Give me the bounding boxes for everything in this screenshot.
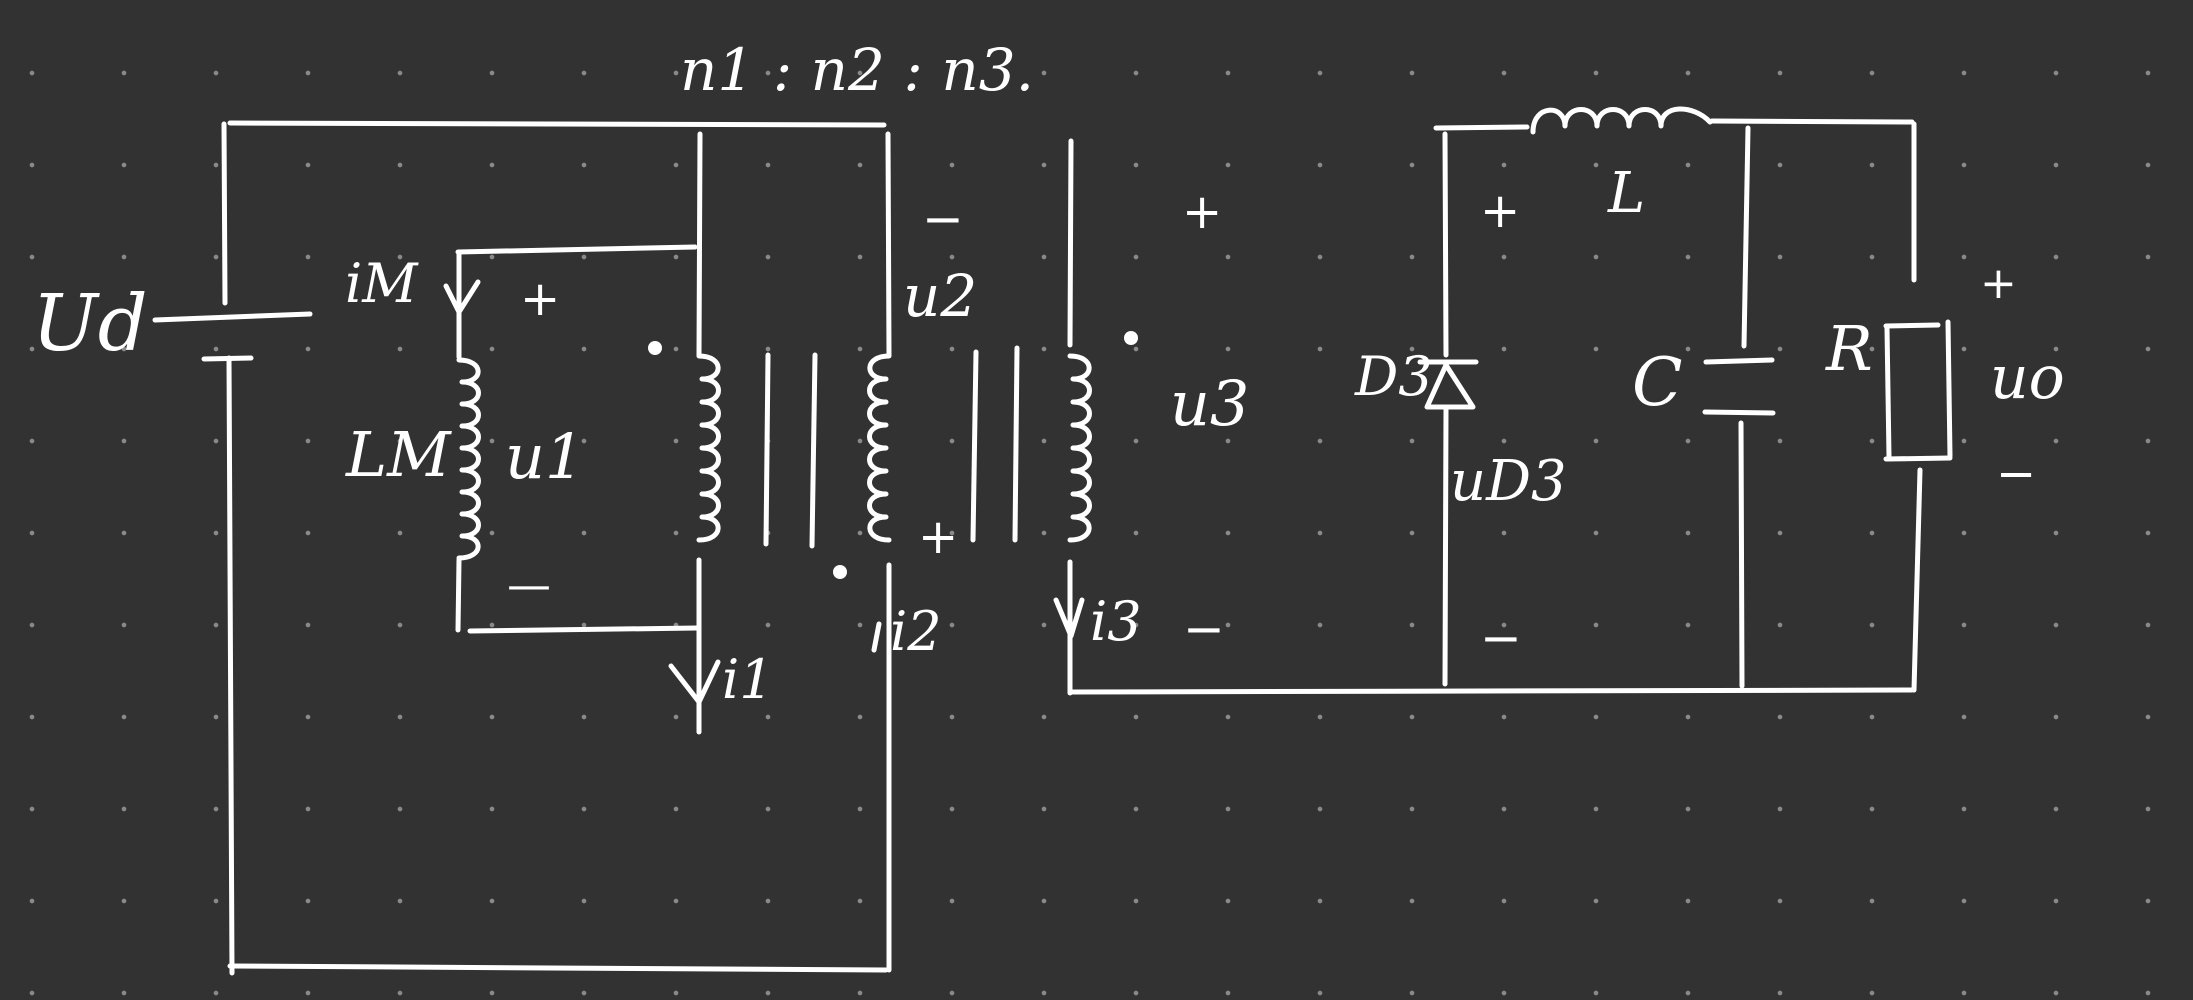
winding2-coil — [867, 353, 892, 543]
u3-minus-label: − — [1183, 600, 1225, 658]
winding3-coil — [1067, 353, 1092, 543]
wire-bottom-primary — [227, 963, 889, 973]
lm-plus-label: + — [520, 271, 560, 327]
u2-minus-label: − — [922, 190, 964, 248]
i3-current-label: i3 — [1090, 590, 1142, 653]
i2-current-label: i2 — [890, 600, 942, 663]
wire-source-bottom — [226, 355, 235, 976]
im-current-arrow — [443, 279, 481, 315]
wire-capacitor-upper — [1741, 125, 1751, 349]
wire-diode-lower — [1442, 407, 1449, 687]
wire-lm-top — [455, 244, 698, 255]
r-resistor-label: R — [1825, 312, 1873, 385]
diode-d3-symbol — [1417, 359, 1479, 410]
lm-inductor-coil — [456, 357, 481, 561]
transformer-core-right — [970, 345, 1020, 543]
u2-voltage-label: u2 — [903, 262, 977, 330]
i1-current-label: i1 — [722, 648, 774, 711]
wire-winding2-left — [885, 131, 892, 358]
i1-current-arrow — [668, 659, 721, 705]
resistor-r-symbol — [1883, 319, 1953, 462]
wire-top-primary — [227, 120, 887, 128]
winding2-polarity-dot — [833, 565, 847, 579]
im-current-label: iM — [345, 252, 419, 315]
wire-top-output — [1709, 118, 1915, 125]
wire-winding3-top — [1067, 138, 1074, 348]
wire-bottom-secondary — [1067, 687, 1915, 695]
u1-voltage-label: u1 — [505, 420, 584, 493]
wire-source-top — [221, 121, 228, 306]
d3-diode-label: D3 — [1354, 345, 1433, 408]
ud3-voltage-label: uD3 — [1450, 449, 1567, 514]
uo-plus-label: + — [1980, 258, 2017, 309]
c-capacitor-label: C — [1632, 344, 1683, 421]
ud3-minus-label: − — [1480, 609, 1522, 667]
uo-voltage-label: uo — [1990, 343, 2065, 413]
wire-lm-bottom — [467, 625, 700, 634]
i3-current-arrow — [1053, 597, 1085, 639]
u2-plus-label: + — [918, 509, 958, 565]
capacitor-c-symbol — [1702, 357, 1776, 416]
source-long-plate — [152, 311, 313, 323]
uo-minus-label: − — [1996, 446, 2036, 502]
turns-ratio-label: n1 : n2 : n3. — [680, 36, 1034, 104]
wire-resistor-lower — [1911, 467, 1923, 693]
u3-voltage-label: u3 — [1170, 367, 1249, 440]
dc-source — [152, 311, 313, 362]
u3-plus-label: + — [1182, 184, 1222, 240]
wire-lm-lower — [455, 557, 462, 633]
wire-capacitor-lower — [1738, 420, 1745, 689]
lm-inductance-label: LM — [345, 418, 452, 491]
winding1-polarity-dot — [648, 341, 662, 355]
l-inductor-label: L — [1607, 161, 1645, 226]
wire-diode-upper — [1442, 131, 1449, 358]
source-short-plate — [201, 355, 254, 362]
source-label: Ud — [32, 279, 148, 369]
i2-current-arrow — [871, 621, 882, 653]
winding1-coil — [696, 353, 721, 543]
winding3-polarity-dot — [1124, 331, 1138, 345]
wire-winding1-top — [696, 131, 703, 358]
ud3-plus-label: + — [1480, 183, 1520, 239]
lm-minus-label: — — [507, 560, 551, 611]
wire-top-secondary — [1433, 124, 1530, 131]
l-inductor-coil — [1530, 106, 1713, 135]
transformer-core-left — [763, 352, 818, 549]
